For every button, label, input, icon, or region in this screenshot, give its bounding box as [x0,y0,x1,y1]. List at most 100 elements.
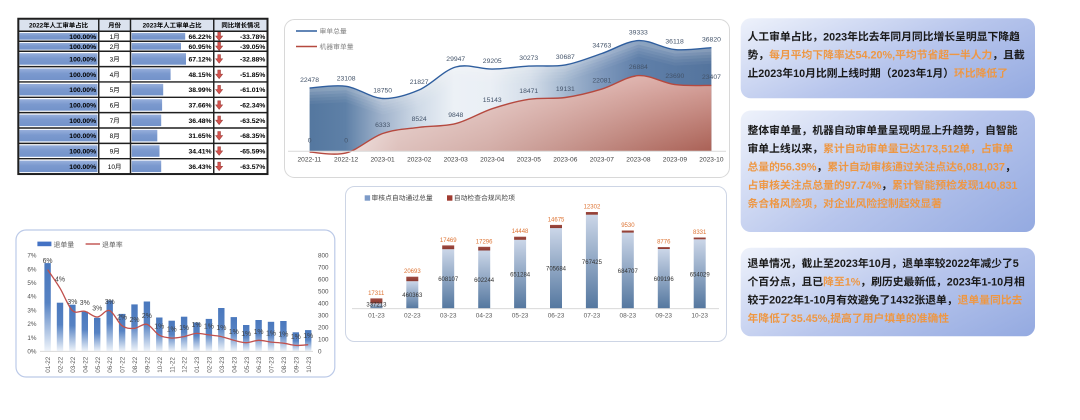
svg-text:2023: 2023 [892,68,916,80]
svg-text:3%: 3% [105,299,115,306]
svg-text:337213: 337213 [366,303,387,309]
svg-text:2023-07: 2023-07 [590,157,615,164]
svg-text:35.45%,: 35.45%, [791,313,831,325]
svg-text:651284: 651284 [510,273,531,279]
svg-text:01-22: 01-22 [45,356,52,373]
svg-text:3%: 3% [67,299,77,306]
svg-text:01-23: 01-23 [194,356,201,373]
svg-text:0: 0 [308,137,312,144]
svg-text:2023-02: 2023-02 [407,157,432,164]
svg-text:38.99%: 38.99% [189,87,212,94]
svg-text:3: 3 [110,56,114,63]
svg-text:1%: 1% [303,333,313,340]
svg-text:10: 10 [108,164,116,171]
svg-text:100.00%: 100.00% [69,72,96,79]
svg-text:100.00%: 100.00% [69,118,96,125]
svg-text:2023-09: 2023-09 [663,157,688,164]
svg-text:100.00%: 100.00% [69,103,96,110]
svg-text:-62.34%: -62.34% [240,103,265,110]
svg-text:5: 5 [1013,258,1019,270]
svg-text:-63.52%: -63.52% [240,118,265,125]
svg-text:30273: 30273 [519,55,538,62]
svg-text:-63.57%: -63.57% [240,164,265,171]
svg-text:12-22: 12-22 [182,356,189,373]
svg-text:36820: 36820 [702,37,721,44]
svg-text:09-22: 09-22 [145,356,152,373]
svg-text:17311: 17311 [368,291,385,297]
svg-text:39333: 39333 [629,30,648,37]
svg-text:17469: 17469 [440,238,457,244]
svg-text:200: 200 [318,325,329,332]
svg-text:800: 800 [318,252,329,259]
svg-text:500: 500 [318,289,329,296]
svg-text:-51.85%: -51.85% [240,72,265,79]
svg-text:-33.78%: -33.78% [240,34,265,41]
svg-text:2022: 2022 [946,258,970,270]
svg-text:100.00%: 100.00% [69,164,96,171]
svg-text:1432: 1432 [890,295,914,307]
svg-text:23407: 23407 [702,74,721,81]
svg-text:705684: 705684 [546,267,567,273]
svg-text:01-23: 01-23 [368,313,385,320]
svg-text:15143: 15143 [483,97,502,104]
svg-text:2%: 2% [27,321,37,328]
svg-text:2022: 2022 [769,295,793,307]
svg-text:2: 2 [110,44,114,51]
svg-text:14448: 14448 [512,229,529,235]
svg-text:-68.35%: -68.35% [240,133,265,140]
svg-text:07-22: 07-22 [120,356,127,373]
svg-text:400: 400 [318,301,329,308]
svg-text:04-22: 04-22 [82,356,89,373]
svg-text:2023: 2023 [947,276,971,288]
svg-text:1%: 1% [167,327,177,334]
svg-text:6%: 6% [27,266,37,273]
svg-text:08-23: 08-23 [281,356,288,373]
svg-text:767425: 767425 [582,260,603,266]
svg-text:-32.88%: -32.88% [240,56,265,63]
svg-text:02-23: 02-23 [207,356,214,373]
svg-text:2022-11: 2022-11 [298,157,322,164]
svg-text:1%: 1% [254,329,264,336]
svg-text:06-23: 06-23 [548,313,565,320]
svg-text:03-23: 03-23 [440,313,457,320]
svg-text:10-22: 10-22 [157,356,164,373]
svg-text:04-23: 04-23 [231,356,238,373]
svg-text:654029: 654029 [690,272,711,278]
svg-text:10: 10 [793,68,805,80]
svg-text:1-10: 1-10 [804,295,826,307]
svg-text:100.00%: 100.00% [69,87,96,94]
svg-text:700: 700 [318,265,329,272]
svg-text:684707: 684707 [618,269,639,275]
svg-text:97.74%: 97.74% [845,180,882,192]
svg-text:18471: 18471 [519,88,538,95]
svg-text:600: 600 [318,277,329,284]
svg-text:9: 9 [110,149,114,156]
svg-text:7%: 7% [27,253,37,260]
svg-text:609196: 609196 [654,277,675,283]
svg-text:07-23: 07-23 [584,313,601,320]
svg-text:6,081,037: 6,081,037 [957,162,1005,174]
svg-text:5: 5 [110,87,114,94]
svg-text:100.00%: 100.00% [69,149,96,156]
svg-text:0: 0 [344,137,348,144]
svg-text:2023-01: 2023-01 [371,157,396,164]
svg-text:6: 6 [110,103,114,110]
svg-text:8: 8 [110,133,114,140]
svg-text:1%: 1% [154,324,164,331]
svg-text:02-23: 02-23 [404,313,421,320]
svg-text:2023: 2023 [143,23,158,30]
svg-text:09-23: 09-23 [293,356,300,373]
svg-text:02-22: 02-22 [58,356,65,373]
svg-text:21827: 21827 [410,79,429,86]
svg-text:10: 10 [869,258,881,270]
svg-text:26884: 26884 [629,64,648,71]
svg-text:2%: 2% [130,317,140,324]
svg-text:34.41%: 34.41% [189,149,212,156]
svg-text:9848: 9848 [448,112,463,119]
svg-text:54.20%,: 54.20%, [856,50,896,62]
svg-text:460363: 460363 [402,293,423,299]
svg-text:2%: 2% [142,313,152,320]
svg-text:05-23: 05-23 [244,356,251,373]
svg-text:3%: 3% [27,308,37,315]
svg-text:1%: 1% [241,331,251,338]
